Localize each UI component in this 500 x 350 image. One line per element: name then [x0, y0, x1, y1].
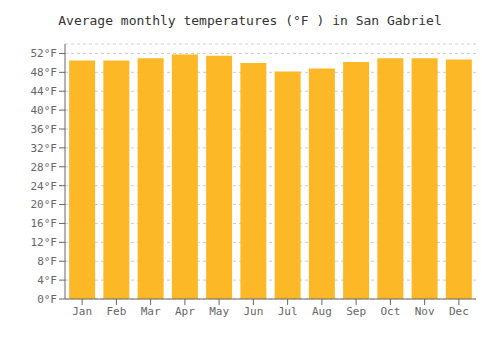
svg-text:Mar: Mar [141, 305, 161, 318]
svg-text:Feb: Feb [106, 305, 126, 318]
svg-text:4°F: 4°F [37, 274, 57, 287]
svg-text:0°F: 0°F [37, 293, 57, 306]
svg-text:Jun: Jun [243, 305, 263, 318]
svg-text:8°F: 8°F [37, 255, 57, 268]
svg-text:16°F: 16°F [31, 217, 58, 230]
svg-text:52°F: 52°F [31, 47, 58, 60]
svg-text:Jan: Jan [72, 305, 92, 318]
svg-text:40°F: 40°F [31, 104, 58, 117]
svg-text:48°F: 48°F [31, 66, 58, 79]
svg-text:Dec: Dec [449, 305, 469, 318]
svg-text:Oct: Oct [380, 305, 400, 318]
svg-text:Jul: Jul [278, 305, 298, 318]
svg-text:36°F: 36°F [31, 123, 58, 136]
svg-text:32°F: 32°F [31, 142, 58, 155]
svg-text:20°F: 20°F [31, 198, 58, 211]
svg-text:44°F: 44°F [31, 85, 58, 98]
html-text:Average monthly temperatures (: Average monthly temperatures (°F ) in Sa… [58, 13, 442, 28]
svg-text:Nov: Nov [415, 305, 435, 318]
svg-text:12°F: 12°F [31, 236, 58, 249]
svg-text:Sep: Sep [346, 305, 366, 318]
svg-text:24°F: 24°F [31, 180, 58, 193]
svg-text:May: May [209, 305, 229, 318]
svg-text:Apr: Apr [175, 305, 195, 318]
svg-text:Aug: Aug [312, 305, 332, 318]
svg-text:28°F: 28°F [31, 161, 58, 174]
